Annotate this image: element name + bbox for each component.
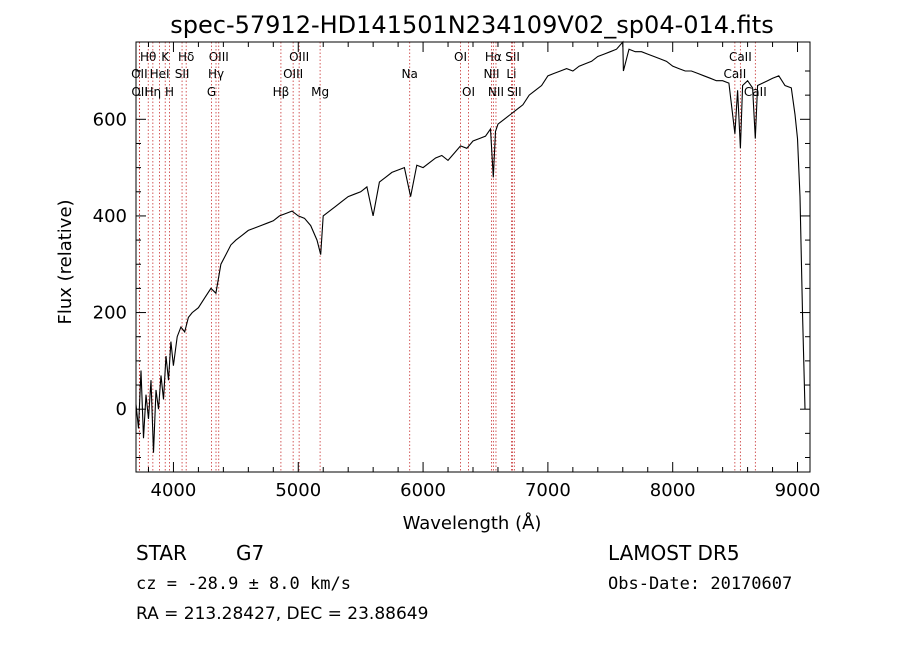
spectral-line-label: OI [462,85,475,99]
spectral-line-label: Li [506,67,516,81]
y-tick-label: 400 [93,206,127,227]
spectral-line-label: Hα [485,50,502,64]
spectral-line-label: SII [505,50,520,64]
coordinates: RA = 213.28427, DEC = 23.88649 [136,604,428,624]
spectral-line-label: K [161,50,170,64]
spectral-line-label: H [165,85,174,99]
x-tick-label: 8000 [650,480,696,501]
x-tick-label: 9000 [775,480,821,501]
y-axis-label: Flux (relative) [55,199,76,324]
spectral-line-label: Hβ [273,85,290,99]
spectral-line-label: Hδ [178,50,194,64]
x-axis-label: Wavelength (Å) [403,512,542,534]
spectral-line-label: OIII [209,50,229,64]
spectral-line-label: NII [488,85,504,99]
axis-ticks: 4000 5000 6000 7000 8000 9000 0 200 400 600 [93,42,821,501]
spectral-line-label: CaII [723,67,746,81]
chart-title: spec-57912-HD141501N234109V02_sp04-014.f… [170,11,773,39]
spectral-line-label: OIII [289,50,309,64]
y-tick-label: 600 [93,109,127,130]
spectral-line-label: HeI [150,67,170,81]
survey-name: LAMOST DR5 [608,541,740,565]
x-tick-label: 4000 [151,480,197,501]
spectral-line-label: Hγ [208,67,224,81]
spectral-line-label: NII [483,67,499,81]
spectral-line-label: CaII [729,50,752,64]
x-tick-label: 6000 [400,480,446,501]
y-tick-label: 200 [93,303,127,324]
spectral-line-label: SII [175,67,190,81]
object-subclass: G7 [236,541,264,565]
object-class: STAR [136,541,187,565]
spectral-line-label: SII [507,85,522,99]
spectral-line-label: G [207,85,216,99]
x-tick-label: 7000 [525,480,571,501]
spectral-line-label: OI [454,50,467,64]
redshift-value: cz = -28.9 ± 8.0 km/s [136,574,351,594]
observation-date: Obs-Date: 20170607 [608,574,792,594]
spectral-line-label: OII [131,85,148,99]
spectrum-line [135,40,806,453]
spectral-line-label: Hθ [140,50,156,64]
y-tick-label: 0 [116,399,127,420]
spectral-line-label: Na [402,67,418,81]
spectral-line-label: Mg [311,85,329,99]
spectral-line-label: Hη [145,85,162,99]
spectral-line-label: OIII [283,67,303,81]
plot-frame [135,41,811,473]
x-tick-label: 5000 [275,480,321,501]
spectral-line-label: CaII [744,85,767,99]
